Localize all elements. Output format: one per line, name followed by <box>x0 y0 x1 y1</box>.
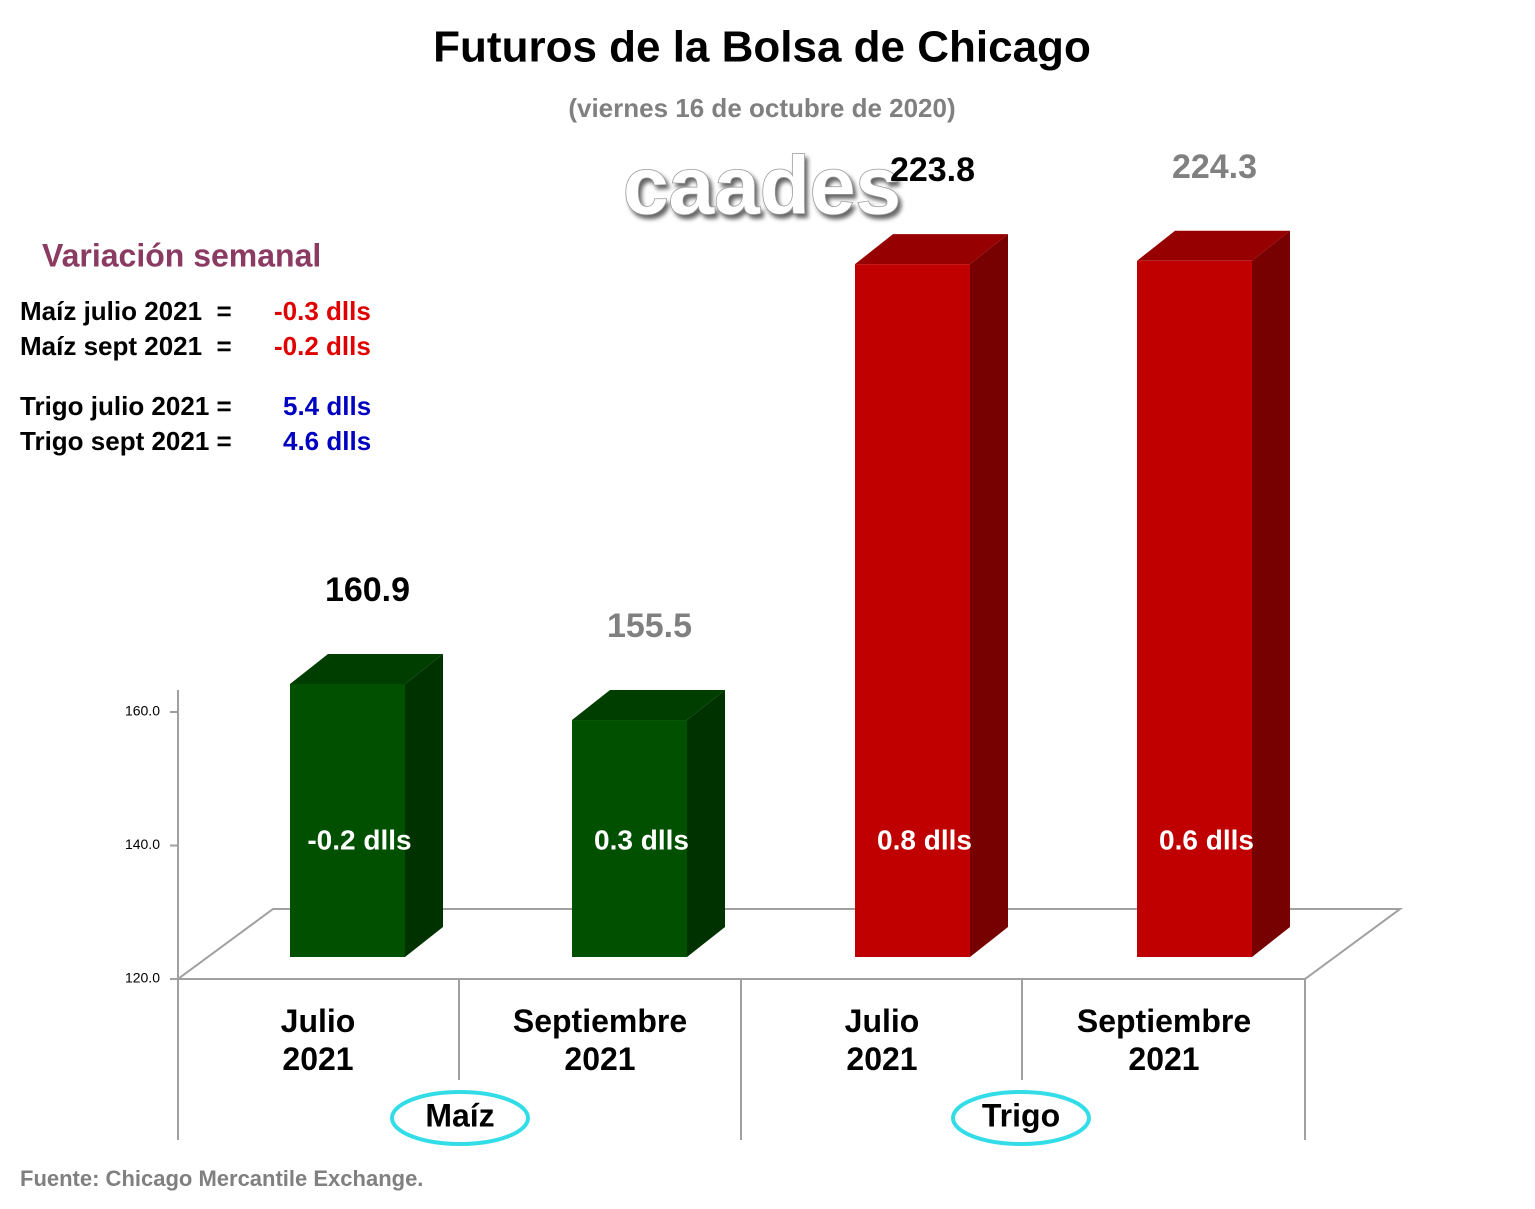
group-ellipse <box>951 1090 1091 1146</box>
notes-title: Variación semanal <box>42 237 321 273</box>
y-tick-label: 140.0 <box>125 836 160 852</box>
bar-side <box>405 653 443 957</box>
change-label: 0.3 dlls <box>594 824 689 855</box>
y-tick-label: 160.0 <box>125 703 160 719</box>
x-tick-label: Septiembre 2021 <box>512 1003 688 1077</box>
floor <box>174 908 1404 980</box>
change-label: 0.6 dlls <box>1159 824 1254 855</box>
group-ellipse <box>390 1090 530 1146</box>
value-label: 223.8 <box>890 151 975 189</box>
note-label: Maíz sept 2021 = <box>20 331 232 361</box>
note-label: Trigo sept 2021 = <box>20 426 232 456</box>
note-label: Maíz julio 2021 = <box>20 296 232 326</box>
bar-side <box>687 690 725 957</box>
bar <box>572 720 687 957</box>
x-tick-label: Septiembre 2021 <box>1076 1003 1252 1077</box>
change-label: -0.2 dlls <box>307 824 411 855</box>
bar-side <box>970 234 1008 957</box>
bar-top <box>572 690 725 721</box>
value-label: 160.9 <box>325 571 410 609</box>
note-label: Trigo julio 2021 = <box>20 391 232 421</box>
bar-side <box>1252 230 1290 958</box>
group-label: Trigo <box>982 1097 1060 1133</box>
note-value: -0.2 dlls <box>274 331 371 361</box>
note-value: -0.3 dlls <box>274 296 371 326</box>
source: Fuente: Chicago Mercantile Exchange. <box>20 1166 423 1191</box>
chart-subtitle: (viernes 16 de octubre de 2020) <box>568 93 955 123</box>
watermark: caades <box>623 141 901 232</box>
x-tick-label: Julio 2021 <box>280 1003 356 1077</box>
y-tick-label: 120.0 <box>125 970 160 986</box>
value-label: 224.3 <box>1172 148 1257 186</box>
bar-top <box>1137 230 1290 261</box>
bar <box>1137 260 1252 957</box>
change-label: 0.8 dlls <box>877 824 972 855</box>
bar <box>290 683 405 957</box>
note-value: 4.6 dlls <box>283 426 371 456</box>
chart-title: Futuros de la Bolsa de Chicago <box>433 23 1091 72</box>
bar-top <box>855 234 1008 265</box>
value-label: 155.5 <box>607 607 692 645</box>
bar <box>855 264 970 957</box>
group-label: Maíz <box>425 1097 494 1133</box>
bar-top <box>290 653 443 684</box>
note-value: 5.4 dlls <box>283 391 371 421</box>
x-tick-label: Julio 2021 <box>844 1003 920 1077</box>
